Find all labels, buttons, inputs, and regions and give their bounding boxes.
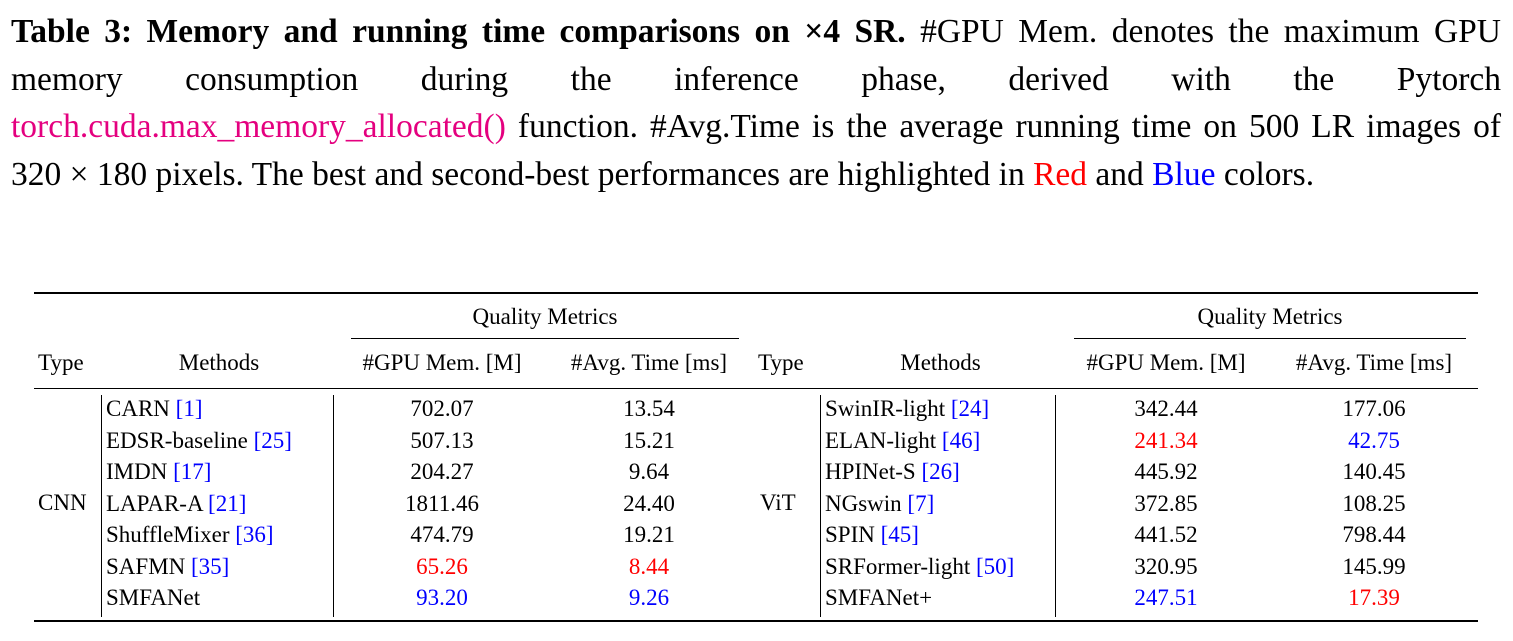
citation-link[interactable]: [1] [175, 396, 203, 421]
gpu-mem-value: 474.79 [410, 522, 474, 547]
quality-metrics-rule-right [1074, 338, 1466, 339]
gpu-mem-value: 507.13 [410, 427, 474, 453]
citation-link[interactable]: [36] [235, 522, 274, 547]
avg-time-value: 145.99 [1342, 553, 1406, 579]
header-time-right: #Avg. Time [ms] [1295, 350, 1453, 375]
method-label: SAFMN [106, 553, 192, 579]
method-label: SMFANet+ [825, 585, 933, 610]
method-label: HPINet-S [825, 459, 922, 484]
citation-link[interactable]: [46] [941, 427, 981, 453]
method-name: SMFANet [106, 584, 200, 612]
gpu-mem-value: 320.95 [1134, 553, 1198, 579]
avg-time-value: 798.44 [1342, 522, 1406, 547]
avg-time-value: 13.54 [623, 396, 675, 421]
gpu-mem-value: 1811.46 [405, 490, 479, 516]
method-label: SRFormer-light [825, 553, 976, 579]
method-name: ShuffleMixer [36] [106, 521, 274, 549]
method-label: SPIN [825, 522, 881, 547]
caption-code: torch.cuda.max_memory_allocated() [11, 108, 506, 146]
citation-link[interactable]: [45] [880, 522, 919, 547]
method-name: LAPAR-A [21] [106, 490, 246, 518]
citation-link[interactable]: [24] [950, 396, 990, 421]
citation-link[interactable]: [7] [907, 490, 935, 516]
method-name: ELAN-light [46] [825, 427, 980, 455]
citation-link[interactable]: [25] [253, 427, 292, 453]
gpu-mem-value: 93.20 [416, 585, 468, 610]
quality-metrics-header-right: Quality Metrics [1197, 304, 1343, 329]
method-name: HPINet-S [26] [825, 458, 960, 486]
caption-and: and [1087, 155, 1153, 193]
method-name: SwinIR-light [24] [825, 395, 989, 423]
gpu-mem-value: 247.51 [1134, 585, 1198, 610]
caption-tail: colors. [1215, 155, 1315, 193]
method-name: CARN [1] [106, 395, 202, 423]
method-label: CARN [106, 396, 176, 421]
header-mem-right: #GPU Mem. [M] [1086, 350, 1246, 375]
vline-right-methods [1055, 395, 1056, 617]
citation-link[interactable]: [35] [191, 553, 230, 579]
method-name: EDSR-baseline [25] [106, 427, 292, 455]
avg-time-value: 9.64 [628, 459, 670, 484]
table-caption: Table 3: Memory and running time compari… [11, 8, 1501, 198]
caption-blue-word: Blue [1152, 155, 1216, 193]
caption-label: Table 3: Memory and running time compari… [11, 13, 906, 50]
citation-link[interactable]: [26] [921, 459, 960, 484]
method-name: SRFormer-light [50] [825, 553, 1014, 581]
avg-time-value: 42.75 [1348, 427, 1400, 453]
caption-red-word: Red [1033, 155, 1088, 193]
citation-link[interactable]: [50] [975, 553, 1015, 579]
vline-left-type [101, 395, 102, 617]
header-mem-left: #GPU Mem. [M] [362, 350, 522, 375]
method-label: EDSR-baseline [106, 427, 254, 453]
header-rule [34, 388, 1478, 389]
gpu-mem-value: 204.27 [410, 459, 474, 484]
method-name: SMFANet+ [825, 584, 932, 612]
avg-time-value: 9.26 [628, 585, 670, 610]
method-name: SPIN [45] [825, 521, 919, 549]
method-label: LAPAR-A [106, 490, 209, 516]
avg-time-value: 8.44 [628, 553, 670, 579]
method-label: ELAN-light [825, 427, 942, 453]
gpu-mem-value: 441.52 [1134, 522, 1198, 547]
header-methods-left: Methods [178, 350, 260, 375]
caption-text-2: function. #Avg.Time is the average runni… [11, 108, 1501, 193]
gpu-mem-value: 702.07 [410, 396, 474, 421]
caption-text-1: #GPU Mem. denotes the maximum GPU memory… [11, 13, 1501, 98]
header-methods-right: Methods [900, 350, 981, 375]
citation-link[interactable]: [21] [208, 490, 247, 516]
avg-time-value: 17.39 [1348, 585, 1400, 610]
header-type-left: Type [38, 350, 84, 375]
header-time-left: #Avg. Time [ms] [570, 350, 728, 375]
quality-metrics-rule-left [351, 338, 739, 339]
gpu-mem-value: 241.34 [1134, 427, 1198, 453]
avg-time-value: 19.21 [623, 522, 675, 547]
avg-time-value: 15.21 [623, 427, 675, 453]
avg-time-value: 24.40 [623, 490, 675, 516]
method-name: IMDN [17] [106, 458, 211, 486]
vline-right-type [820, 395, 821, 617]
quality-metrics-header-left: Quality Metrics [472, 304, 618, 329]
method-label: IMDN [106, 459, 174, 484]
bottom-rule [34, 620, 1478, 622]
comparison-table: Quality Metrics Quality Metrics Type Met… [34, 292, 1478, 622]
header-type-right: Type [758, 350, 804, 375]
type-label-vit: ViT [760, 490, 796, 515]
method-label: ShuffleMixer [106, 522, 236, 547]
top-rule [34, 292, 1478, 294]
avg-time-value: 140.45 [1342, 459, 1406, 484]
avg-time-value: 108.25 [1342, 490, 1406, 516]
method-label: SMFANet [106, 585, 201, 610]
method-label: NGswin [825, 490, 908, 516]
type-label-cnn: CNN [38, 490, 87, 515]
avg-time-value: 177.06 [1342, 396, 1406, 421]
method-label: SwinIR-light [825, 396, 951, 421]
gpu-mem-value: 445.92 [1134, 459, 1198, 484]
citation-link[interactable]: [17] [173, 459, 212, 484]
gpu-mem-value: 342.44 [1134, 396, 1198, 421]
method-name: NGswin [7] [825, 490, 934, 518]
vline-left-methods [333, 395, 334, 617]
method-name: SAFMN [35] [106, 553, 229, 581]
gpu-mem-value: 65.26 [416, 553, 468, 579]
gpu-mem-value: 372.85 [1134, 490, 1198, 516]
